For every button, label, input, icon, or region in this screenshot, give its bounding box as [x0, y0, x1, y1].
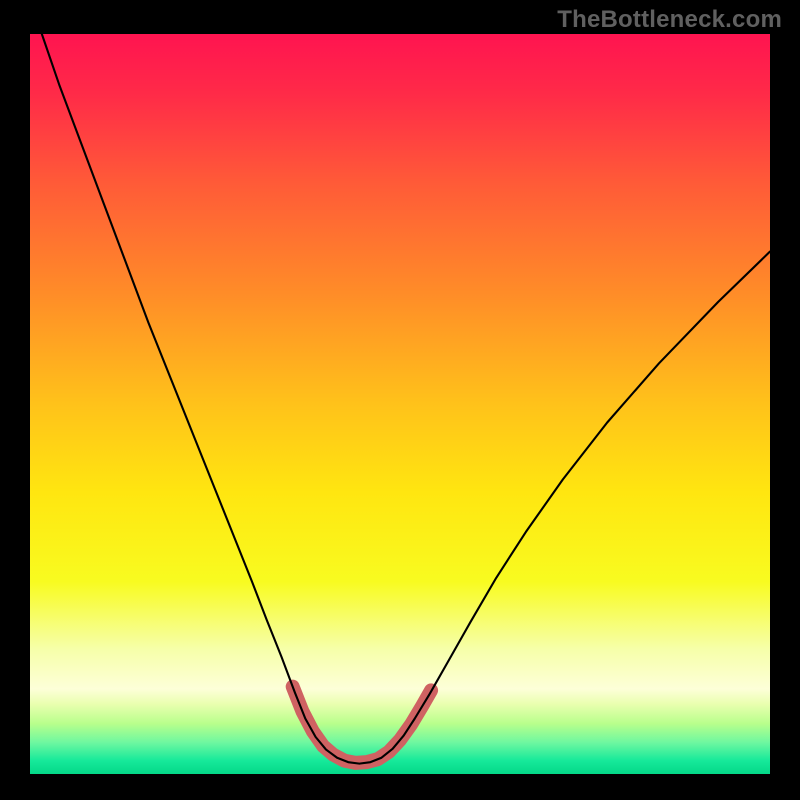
gradient-background	[30, 34, 770, 774]
watermark-text: TheBottleneck.com	[557, 6, 782, 34]
plot-area	[30, 34, 770, 774]
plot-svg	[30, 34, 770, 774]
